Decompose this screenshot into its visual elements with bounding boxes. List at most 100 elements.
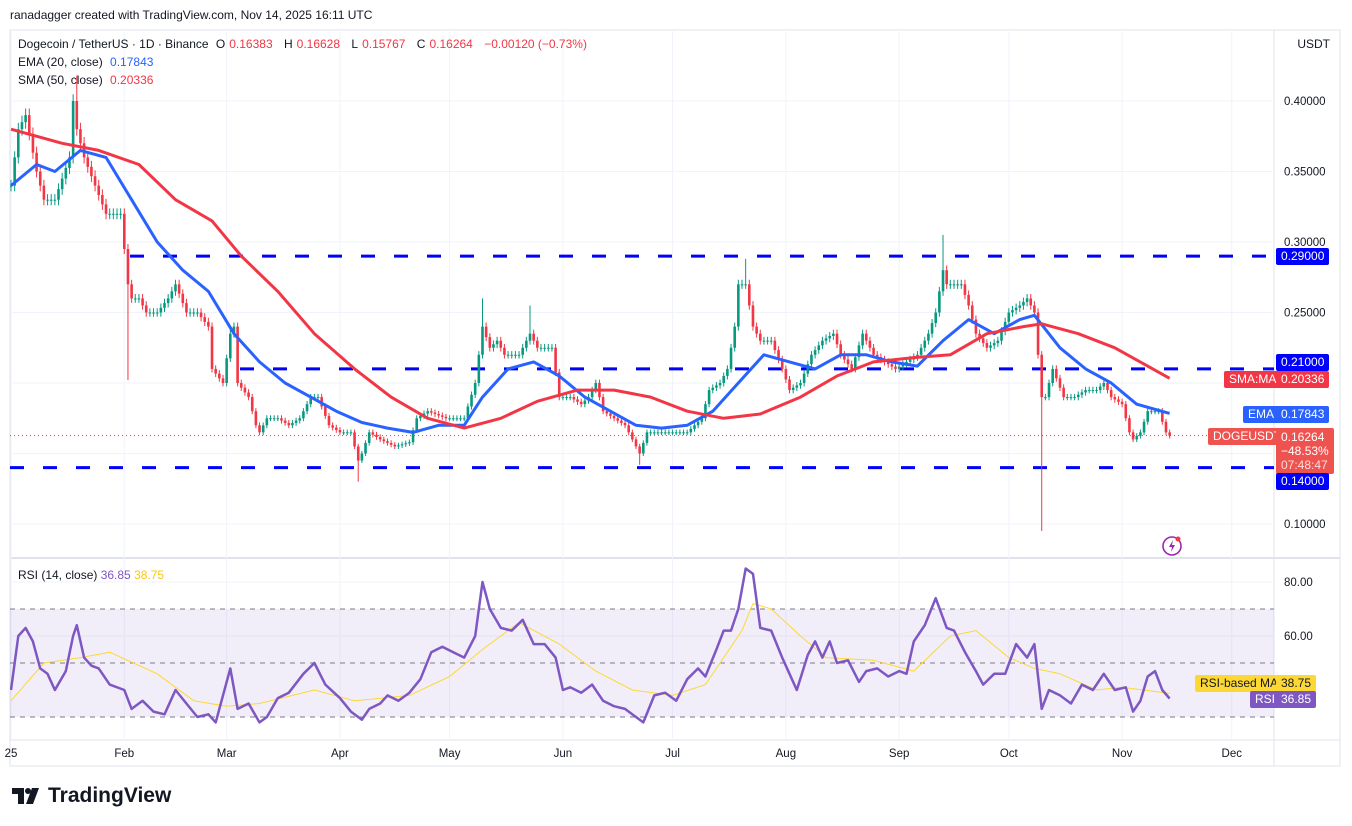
candle-body [748,284,751,306]
candle-body [309,397,313,405]
price-tick-label: 0.10000 [1284,519,1326,531]
candle-body [152,312,155,314]
candle-body [813,350,817,355]
candle [60,172,64,195]
candle-body [495,340,499,345]
candle [536,336,539,352]
candle [1131,429,1135,443]
candle-body [908,359,912,362]
candle [1084,386,1087,396]
candle-body [97,185,101,195]
tradingview-logo[interactable]: TradingView [12,784,171,808]
candle-body [579,401,583,405]
candle [930,318,934,338]
candle-body [71,101,75,158]
sma-label[interactable]: SMA (50, close) [18,73,103,87]
candle [68,151,71,174]
candle [437,411,440,419]
candle-body [225,358,228,383]
candle-body [671,432,674,434]
candle [689,425,693,436]
moving-averages [10,127,1171,434]
candle-body [492,344,495,348]
candle-body [1091,390,1095,392]
candle [170,286,174,303]
symbol-name[interactable]: Dogecoin / TetherUS · 1D · Binance [18,37,209,51]
candle-body [755,326,758,334]
candle [225,354,228,387]
candle-body [514,354,517,356]
candle [331,422,334,431]
candle-body [828,336,832,339]
candle [1011,305,1014,317]
candle [451,415,455,422]
candle [656,429,660,436]
candle-body [1095,390,1098,392]
candle-body [963,284,967,295]
currency-label[interactable]: USDT [1297,37,1330,51]
candle [1168,429,1171,439]
rsi-ma-value: 38.75 [134,568,165,582]
candle-body [24,115,27,123]
candle-body [430,411,433,413]
candle-body [810,354,813,365]
time-label: May [439,748,461,760]
candle-body [875,354,879,358]
candle [1036,308,1040,359]
candle [733,322,736,352]
candle [247,389,250,401]
symbol-row: Dogecoin / TetherUS · 1D · Binance O 0.16… [18,35,591,53]
time-axis-ticks: 25 Feb Mar Apr May Jun Jul Aug Sep Oct Nov Dec [5,748,1243,760]
ema-label[interactable]: EMA (20, close) [18,55,103,69]
candle-body [762,340,766,342]
candle-body [945,270,948,285]
candle-body [444,416,448,419]
candle-body [27,115,31,134]
candle [298,415,302,424]
sma-row: SMA (50, close) 0.20336 [18,71,591,89]
last-change: −48.53% [1281,444,1329,458]
candle-body [236,326,239,383]
candle [645,429,649,446]
candle-body [649,432,652,434]
sma-tag-name: SMA:MA [1224,371,1282,388]
low-label: L [351,37,359,51]
candle-body [652,432,656,434]
candle [411,427,415,445]
candle-body [656,432,660,434]
candle-body [1014,307,1018,311]
candle-body [38,171,42,186]
candle [254,408,258,429]
candle-body [207,321,210,327]
candle [448,415,451,422]
candle [196,308,199,317]
candle [367,429,371,446]
candle [546,343,550,352]
low-value: 0.15767 [362,37,406,51]
candle-body [1102,383,1106,387]
candle-body [484,326,488,338]
candle [707,386,711,408]
change-value: −0.00120 (−0.73%) [484,37,587,51]
candle-body [850,364,853,369]
chart-border [9,29,1341,767]
candle [539,343,543,352]
candle [192,308,196,317]
candle [1117,396,1120,405]
candle [927,329,930,345]
rsi-tag-name: RSI [1250,691,1281,708]
candle-body [623,422,627,426]
candle [378,434,382,443]
candle [952,279,956,289]
candle-body [788,379,791,391]
candle [667,429,671,436]
rsi-label[interactable]: RSI (14, close) [18,568,98,582]
candle [49,194,53,206]
candle-body [1128,418,1131,433]
candle [364,440,367,457]
candle [250,393,254,415]
candle-body [601,397,605,412]
candle [327,412,331,429]
candle-body [188,312,192,314]
